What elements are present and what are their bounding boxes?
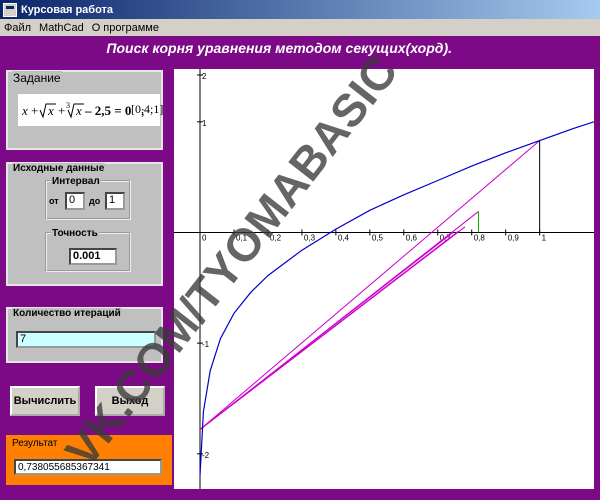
menu-about[interactable]: О программе: [91, 21, 159, 34]
iterations-group: Количество итераций 7: [6, 307, 163, 363]
iterations-output: 7: [16, 331, 156, 348]
svg-text:;: ;: [141, 103, 145, 118]
chord-line: [199, 232, 454, 430]
svg-text:– 2,5 = 0: – 2,5 = 0: [84, 103, 131, 118]
equation-box: x + x + 3 x – 2,5 = 0 ; [0,4;1]: [18, 94, 164, 126]
equation-interval: [0,4;1]: [131, 102, 164, 116]
title-bar: Курсовая работа: [0, 0, 600, 19]
accuracy-group: Точность 0.001: [45, 228, 131, 272]
svg-text:x: x: [75, 103, 82, 118]
iterations-legend: Количество итераций: [12, 308, 122, 319]
x-tick-label: 0,6: [406, 233, 418, 242]
app-icon: [3, 2, 17, 17]
equation-formula: x + x + 3 x – 2,5 = 0 ;: [22, 101, 145, 119]
page-heading: Поиск корня уравнения методом секущих(хо…: [106, 40, 452, 56]
exit-button[interactable]: Выход: [95, 386, 165, 416]
svg-text:+: +: [58, 103, 65, 118]
y-tick-label: 1: [202, 119, 207, 128]
result-output: 0,738055685367341: [14, 459, 162, 475]
from-label: от: [49, 196, 59, 206]
window-title: Курсовая работа: [21, 3, 114, 16]
svg-text:x: x: [22, 103, 28, 118]
svg-text:x: x: [47, 103, 54, 118]
y-tick-label: -2: [202, 451, 210, 460]
function-curve: [199, 121, 594, 476]
interval-group: Интервал от 0 до 1: [45, 176, 131, 220]
menu-file[interactable]: Файл: [4, 21, 32, 34]
result-legend: Результат: [12, 438, 58, 449]
interval-legend: Интервал: [51, 176, 101, 187]
to-input[interactable]: 1: [105, 192, 125, 210]
task-group: Задание x + x + 3 x – 2,5 = 0 ; [0,4;1]: [6, 70, 163, 150]
to-label: до: [89, 196, 101, 206]
from-input[interactable]: 0: [65, 192, 85, 210]
svg-text:+: +: [31, 103, 38, 118]
y-tick-label: 2: [202, 72, 207, 81]
x-tick-label: 1: [542, 233, 547, 242]
task-legend: Задание: [12, 71, 62, 85]
x-tick-label: 0,5: [372, 233, 384, 242]
x-tick-label: 0,9: [508, 233, 520, 242]
x-tick-label: 0,1: [236, 233, 248, 242]
menu-mathcad[interactable]: MathCad: [39, 21, 84, 34]
chord-line: [199, 140, 540, 430]
x-tick-label: 0,4: [338, 233, 350, 242]
result-group: Результат 0,738055685367341: [6, 435, 172, 485]
x-tick-label: 0,2: [270, 233, 282, 242]
x-tick-label: 0: [202, 233, 207, 242]
source-data-group: Исходные данные Интервал от 0 до 1 Точно…: [6, 162, 163, 286]
calculate-button[interactable]: Вычислить: [10, 386, 80, 416]
menu-bar: Файл MathCad О программе: [0, 19, 600, 36]
accuracy-input[interactable]: 0.001: [69, 248, 117, 265]
svg-text:3: 3: [66, 101, 70, 110]
source-legend: Исходные данные: [12, 163, 106, 174]
accuracy-legend: Точность: [51, 228, 99, 239]
y-tick-label: -1: [202, 340, 210, 349]
x-tick-label: 0,8: [474, 233, 486, 242]
x-tick-label: 0,3: [304, 233, 316, 242]
